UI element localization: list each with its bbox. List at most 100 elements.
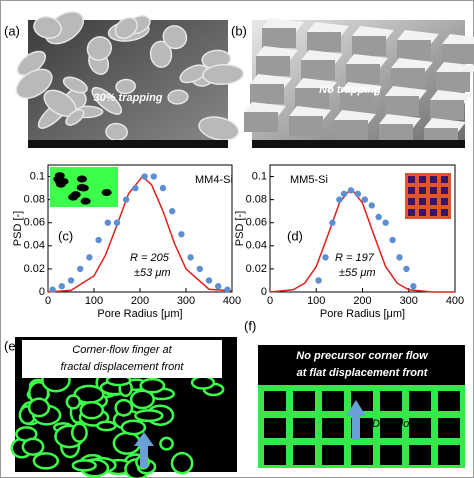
panel-label: (a) [4,23,20,38]
pillar [438,445,460,465]
pillar [62,76,88,94]
data-point [132,184,139,192]
info-bar [252,140,465,148]
sem-image-b [244,18,474,148]
x-tick-label: 0 [267,295,273,307]
inset-pillar [419,198,426,205]
panel-label: (f) [244,318,256,333]
x-axis-label: Pore Radius [μm] [97,308,182,320]
data-point [205,277,213,284]
chart: 0 100 200 300 400 0 0.02 0.04 0.06 0.08 0.1 Pore Ra… [234,164,464,320]
pore-wall [96,420,117,432]
cube-side [379,124,413,144]
x-tick-label: 0 [45,295,51,307]
pore-wall [120,419,147,436]
pore-wall [170,451,194,475]
y-tick-label: 0.1 [30,170,45,182]
pillar [409,391,431,411]
annotation: R = 197 [335,252,375,264]
data-point [77,265,84,273]
data-point [336,196,343,203]
pore-wall [71,459,97,472]
pore-wall [159,436,174,451]
pillar [409,445,431,465]
data-point [95,236,102,244]
data-point [67,277,75,284]
inset-pore [70,191,81,199]
pillar [15,68,53,99]
data-point [49,286,56,293]
pillar [438,391,460,411]
pore-wall [114,398,134,417]
data-point [354,190,362,198]
y-axis-label: PSD [-] [12,211,24,246]
data-point [389,236,396,244]
y-tick-label: 0.08 [246,194,267,206]
cube-side [262,28,296,48]
data-point [104,219,112,226]
inset-pore [76,184,87,192]
x-tick-label: 200 [131,295,149,307]
pore-wall [27,397,51,418]
data-point [410,283,417,290]
cube-side [430,100,464,120]
cube-side [244,112,278,132]
y-tick-label: 0.02 [246,263,267,275]
data-point [361,196,369,203]
x-axis-label: Pore Radius [μm] [320,308,405,320]
cube-side [436,72,470,92]
pore-wall [190,375,216,390]
inset-pillar [441,209,448,216]
pillar [65,109,85,126]
data-point [178,231,185,238]
pillar [351,445,373,465]
pillar [264,445,286,465]
data-point [329,219,336,226]
pore-wall [79,400,104,420]
overlay: (a) 30% trapping (b) No trapping (e) Corner-f… [4,23,429,429]
data-point [187,254,194,261]
fluorescence-image-f [258,345,465,468]
x-tick-label: 100 [307,295,325,307]
cube-side [352,36,386,56]
inset-pillar [441,198,448,205]
x-tick-label: 100 [85,295,103,307]
inset-pillar [430,187,437,194]
inset-pillar [408,176,415,183]
data-point [123,196,130,203]
inset-pillar [430,176,437,183]
data-point [340,190,348,198]
cube-side [334,120,368,140]
pillar [380,391,402,411]
inset-pillar [441,187,448,194]
pillar [198,116,240,141]
data-point [215,283,222,290]
inset-pillar [408,198,415,205]
data-point [322,254,329,261]
data-point [315,277,322,284]
data-point [58,283,65,290]
inset-pore [54,172,65,180]
inset-pillar [441,176,448,183]
inset-pillar [419,209,426,216]
pillar [438,418,460,438]
data-point [159,184,167,192]
inset-pillar [430,198,437,205]
data-point [86,254,93,261]
pillar [86,36,113,61]
chart-title: MM4-Si [195,174,233,186]
data-point [382,219,389,226]
annotation: R = 205 [130,252,170,264]
cube-side [307,32,341,52]
sem-image-a [15,11,245,148]
caption: 30% trapping [93,92,162,104]
data-point [375,213,382,221]
y-tick-label: 0.04 [246,240,267,252]
caption: Corner-flow finger at [72,344,172,356]
cube-side [397,40,431,60]
pillar [322,418,344,438]
y-tick-label: 0.06 [24,217,45,229]
y-tick-label: 0.04 [24,240,45,252]
y-tick-label: 0 [39,286,45,298]
